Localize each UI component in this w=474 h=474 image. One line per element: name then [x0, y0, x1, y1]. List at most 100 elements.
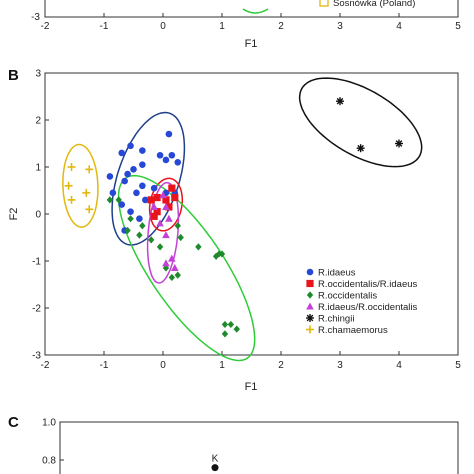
data-point [227, 320, 235, 329]
data-point [215, 250, 223, 258]
data-point [168, 273, 176, 282]
legend-marker [306, 279, 314, 288]
panel-c-point-label: K [212, 454, 219, 465]
data-point [156, 151, 164, 159]
data-point [148, 236, 155, 244]
panel-b-points [64, 97, 403, 338]
data-point [168, 151, 176, 159]
panel-a-x-tick-label: 1 [219, 21, 225, 32]
x-tick-label: 3 [337, 360, 343, 371]
y-tick-label: -2 [32, 304, 41, 315]
panel-b-y-label: F2 [8, 208, 20, 221]
panel-a-x-tick-label: -2 [41, 21, 50, 32]
data-point [106, 196, 114, 204]
panel-b-y-ticks: -3 -2 -1 0 1 2 3 [32, 69, 49, 362]
panel-c-y-tick-label: 0.8 [42, 456, 56, 467]
data-point [106, 173, 114, 180]
data-point [336, 97, 344, 106]
confidence-ellipse [298, 77, 423, 168]
legend-marker [306, 268, 314, 276]
data-point [85, 205, 94, 214]
panel-a-frame [44, 0, 459, 18]
y-tick-label: -1 [32, 257, 41, 268]
legend-marker [306, 314, 314, 322]
data-point [221, 330, 229, 338]
data-point [156, 219, 164, 227]
panel-c-frame [59, 421, 459, 474]
data-point [162, 202, 170, 210]
y-tick-label: 0 [35, 210, 41, 221]
data-point [124, 170, 131, 178]
data-point [177, 233, 184, 242]
data-point [150, 212, 158, 220]
data-point [142, 196, 149, 204]
legend-marker [306, 325, 314, 334]
data-point [139, 182, 146, 190]
y-tick-label: 2 [35, 116, 41, 127]
data-point [136, 231, 143, 239]
data-point [168, 184, 176, 192]
panel-c-y-tick-label: 1.0 [42, 418, 56, 429]
x-tick-label: -2 [41, 360, 50, 371]
panel-a-x-tick-label: 0 [160, 21, 166, 32]
panel-b-label: B [8, 67, 19, 84]
panel-c-y-ticks: 1.0 0.8 [42, 418, 64, 467]
data-point [115, 196, 122, 204]
panel-a-x-label: F1 [245, 38, 258, 50]
data-point [139, 222, 146, 230]
data-point [395, 139, 403, 148]
data-point [67, 195, 76, 204]
panel-a: -3 Sosnówka (Poland) -2 -1 0 1 2 3 4 5 F1 [31, 0, 461, 50]
legend-label: R.idaeus/R.occidentalis [318, 302, 418, 313]
panel-b-ellipses [62, 77, 423, 362]
data-point [174, 271, 181, 279]
data-point [121, 177, 128, 185]
data-point [233, 325, 240, 333]
panel-c: C 1.0 0.8 K [8, 414, 459, 474]
panel-b-legend: R.idaeusR.occidentalis/R.idaeusR.occiden… [306, 268, 418, 336]
legend-label: R.occidentalis [318, 291, 377, 302]
legend-label: R.chingii [318, 314, 354, 325]
panel-a-x-tick-label: 4 [396, 21, 402, 32]
y-tick-label: 3 [35, 69, 41, 80]
legend-label: R.occidentalis/R.idaeus [318, 279, 418, 290]
data-point [162, 156, 170, 164]
data-point [153, 208, 161, 216]
legend-label: R.idaeus [318, 268, 356, 279]
data-point [165, 130, 173, 138]
legend-label: R.chamaemorus [318, 325, 388, 336]
data-point [127, 215, 134, 223]
confidence-ellipse [111, 111, 186, 246]
panel-a-x-tick-label: 3 [337, 21, 343, 32]
data-point [168, 254, 176, 262]
data-point [85, 165, 94, 174]
panel-a-x-tick-label: -1 [100, 21, 109, 32]
panel-a-y-tick: -3 [31, 12, 40, 23]
panel-a-green-ellipse-fragment [242, 8, 269, 14]
data-point [109, 189, 117, 197]
data-point [64, 181, 73, 190]
data-point [67, 163, 76, 171]
data-point [165, 203, 173, 211]
y-tick-label: 1 [35, 163, 41, 174]
data-point [162, 196, 170, 204]
panel-a-x-ticks: -2 -1 0 1 2 3 4 5 [41, 13, 461, 32]
data-point [174, 159, 182, 166]
data-point [127, 142, 134, 150]
panel-b-x-label: F1 [245, 381, 258, 393]
data-point [221, 320, 229, 329]
x-tick-label: 4 [396, 360, 402, 371]
panel-c-point [211, 464, 219, 472]
data-point [159, 191, 167, 199]
y-tick-label: -3 [32, 351, 41, 362]
panel-b-x-ticks: -2 -1 0 1 2 3 4 5 [41, 351, 461, 371]
data-point [171, 193, 179, 202]
data-point [118, 149, 125, 157]
x-tick-label: 5 [455, 360, 461, 371]
data-point [136, 215, 143, 222]
data-point [133, 189, 140, 197]
data-point [165, 214, 173, 222]
data-point [162, 231, 170, 239]
